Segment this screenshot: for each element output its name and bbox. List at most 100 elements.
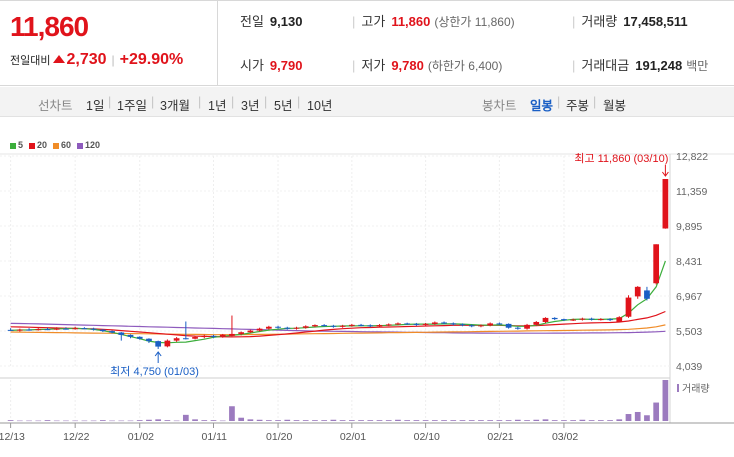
volume-bar (367, 420, 374, 421)
volume-cell: | 거래량 17,458,511 (572, 11, 688, 30)
volume-bar (136, 420, 143, 421)
candle-body (339, 325, 346, 327)
candle-body (293, 327, 300, 329)
volume-bar (478, 420, 484, 421)
legend-swatch (29, 142, 36, 149)
volume-bar (293, 420, 300, 421)
volume-label: 거래량 (682, 383, 710, 395)
range-5y[interactable]: 5년 (274, 99, 293, 113)
candle-body (524, 324, 530, 329)
volume-bar (302, 420, 309, 421)
candle-body (478, 325, 484, 327)
y-tick-label: 12,822 (676, 151, 708, 163)
low-value: 9,780 (391, 58, 424, 73)
range-1y[interactable]: 1년 (208, 99, 227, 113)
volume-bar (339, 420, 346, 421)
volume-bar (155, 419, 162, 421)
candle-body (26, 329, 32, 331)
range-1w[interactable]: 1주일 (117, 99, 147, 113)
volume-bar (109, 420, 115, 422)
divider: | (593, 95, 597, 109)
volume-bar (26, 420, 32, 422)
candle-body (210, 335, 217, 337)
period-daily[interactable]: 일봉 (530, 99, 554, 113)
volume-bar (653, 402, 660, 421)
volume-bar (321, 420, 328, 421)
volume-bar (579, 419, 586, 421)
candle-body (136, 336, 143, 339)
volume-bar (385, 420, 392, 421)
candle-body (44, 329, 51, 331)
legend-label: 5 (18, 140, 24, 150)
price-box: 11,860 전일대비 2,730 | +29.90% (0, 1, 218, 85)
amount-label: 거래대금 (581, 58, 630, 73)
candle-body (662, 179, 669, 229)
upper-limit: (상한가 11,860) (434, 15, 515, 29)
volume-label: 거래량 (581, 14, 618, 29)
high-label: 고가 (361, 14, 386, 29)
x-tick-label: 02/10 (414, 431, 440, 443)
open-label: 시가 (240, 58, 264, 73)
volume-bar (7, 420, 14, 421)
candle-body (616, 317, 623, 322)
range-3y[interactable]: 3년 (241, 99, 260, 113)
volume-bar (53, 420, 60, 422)
volume-bar (616, 419, 623, 421)
change-row: 전일대비 2,730 | +29.90% (10, 51, 183, 69)
line-chart-label: 선차트 (38, 99, 73, 113)
candle-body (653, 244, 660, 284)
candle-body (607, 319, 613, 321)
candle-body (367, 325, 374, 327)
volume-bar (182, 414, 189, 421)
candle-body (487, 323, 494, 326)
x-tick-label: 01/02 (128, 431, 154, 443)
candle-body (229, 333, 235, 336)
volume-legend-swatch (677, 384, 679, 392)
high-annotation: 최고 11,860 (03/10) (574, 152, 668, 165)
candle-body (35, 329, 42, 331)
divider: | (557, 95, 561, 109)
period-weekly[interactable]: 주봉 (566, 99, 590, 113)
volume-bar (468, 420, 475, 421)
change-amount: 2,730 (66, 51, 107, 68)
range-10y[interactable]: 10년 (307, 99, 333, 113)
volume-bar (284, 419, 291, 421)
candle-body (164, 340, 171, 347)
candle-body (7, 329, 14, 331)
candle-body (644, 290, 650, 299)
divider: | (572, 14, 576, 29)
candle-body (348, 324, 355, 326)
volume-bar (413, 420, 420, 421)
candle-body (505, 323, 512, 328)
volume-bar (44, 420, 51, 421)
range-3m[interactable]: 3개월 (160, 99, 190, 113)
y-tick-label: 6,967 (676, 291, 702, 303)
volume-bar (275, 420, 281, 421)
candle-body (312, 325, 318, 327)
candle-body (413, 323, 420, 325)
volume-bar (524, 420, 530, 421)
volume-value: 17,458,511 (623, 14, 688, 29)
ma-legend: 5 20 60 120 (10, 140, 106, 150)
legend-label: 60 (61, 140, 72, 150)
volume-bar (219, 420, 226, 422)
volume-bar (164, 420, 171, 421)
volume-bar (376, 420, 383, 421)
range-1d[interactable]: 1일 (86, 99, 105, 113)
change-label: 전일대비 (10, 55, 51, 67)
volume-bar (238, 417, 245, 421)
divider: | (297, 95, 301, 109)
candle-body (81, 328, 88, 330)
volume-bar (312, 420, 318, 421)
volume-bar (330, 419, 337, 421)
amount-unit: 백만 (686, 59, 709, 73)
period-monthly[interactable]: 월봉 (603, 99, 627, 113)
divider: | (151, 95, 155, 109)
candle-body (219, 334, 226, 337)
current-price: 11,860 (10, 11, 89, 42)
candle-body (201, 335, 208, 338)
volume-bar (127, 420, 134, 422)
legend-swatch (10, 142, 16, 149)
candle-body (597, 319, 604, 321)
volume-bar (247, 419, 254, 421)
